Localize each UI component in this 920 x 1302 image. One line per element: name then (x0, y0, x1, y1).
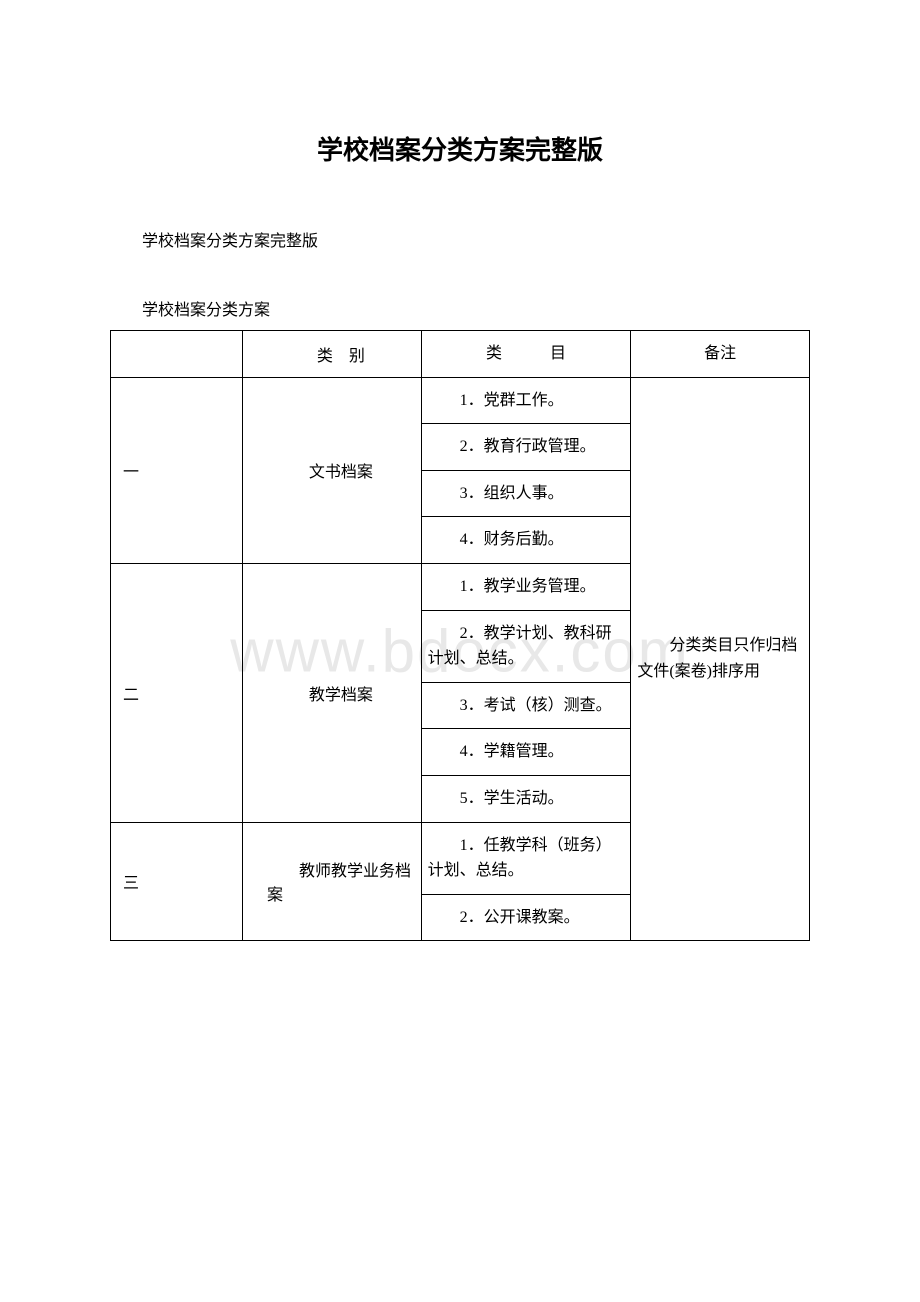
header-col1 (111, 331, 243, 378)
row3-num: 三 (111, 822, 243, 941)
row3-item1: 1．任教学科（班务）计划、总结。 (421, 822, 631, 894)
row2-num: 二 (111, 563, 243, 822)
header-col4: 备注 (631, 331, 810, 378)
row1-item4: 4．财务后勤。 (421, 517, 631, 564)
row3-item2: 2．公开课教案。 (421, 894, 631, 941)
subtitle: 学校档案分类方案完整版 (110, 227, 810, 251)
row1-item3: 3．组织人事。 (421, 470, 631, 517)
header-col2: 类 别 (243, 331, 422, 378)
row2-item1: 1．教学业务管理。 (421, 563, 631, 610)
row1-item2: 2．教育行政管理。 (421, 424, 631, 471)
row2-item5: 5．学生活动。 (421, 775, 631, 822)
row2-category: 教学档案 (243, 563, 422, 822)
note-cell: 分类类目只作归档文件(案卷)排序用 (631, 377, 810, 941)
row1-num: 一 (111, 377, 243, 563)
table-row: 一 文书档案 1．党群工作。 分类类目只作归档文件(案卷)排序用 (111, 377, 810, 424)
row1-item1: 1．党群工作。 (421, 377, 631, 424)
classification-table: 类 别 类 目 备注 一 文书档案 1．党群工作。 分类类目只作归档文件(案卷)… (110, 330, 810, 941)
row2-item4: 4．学籍管理。 (421, 729, 631, 776)
table-caption: 学校档案分类方案 (110, 296, 810, 320)
row2-item2: 2．教学计划、教科研计划、总结。 (421, 610, 631, 682)
row2-item3: 3．考试（核）测查。 (421, 682, 631, 729)
row1-category: 文书档案 (243, 377, 422, 563)
page-title: 学校档案分类方案完整版 (110, 130, 810, 167)
content-wrapper: 学校档案分类方案完整版 学校档案分类方案完整版 学校档案分类方案 类 别 类 目… (110, 130, 810, 941)
row3-category: 教师教学业务档案 (243, 822, 422, 941)
header-col3: 类 目 (421, 331, 631, 378)
table-header-row: 类 别 类 目 备注 (111, 331, 810, 378)
